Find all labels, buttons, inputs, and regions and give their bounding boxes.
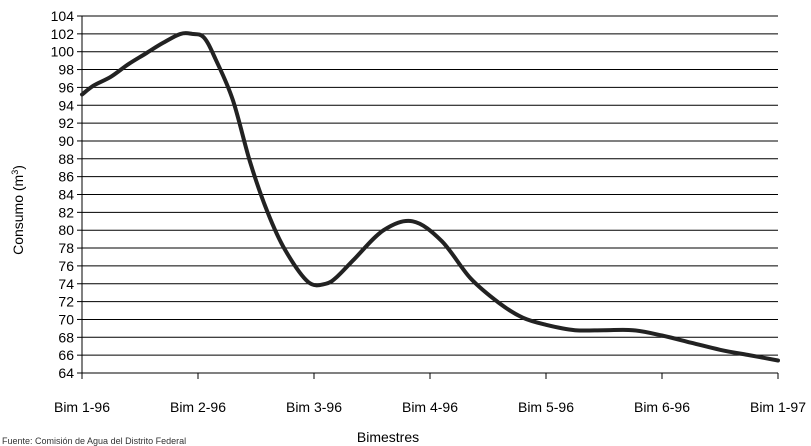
y-tick-label-74: 74 [58, 276, 74, 292]
y-tick-label-80: 80 [58, 222, 74, 238]
y-tick-label-70: 70 [58, 311, 74, 327]
x-tick-label-6: Bim 1-97 [750, 399, 806, 415]
x-tick-label-5: Bim 6-96 [634, 399, 690, 415]
y-tick-label-86: 86 [58, 169, 74, 185]
y-tick-label-94: 94 [58, 97, 74, 113]
x-tick-label-4: Bim 5-96 [518, 399, 574, 415]
source-footnote: Fuente: Comisión de Agua del Distrito Fe… [2, 436, 187, 446]
y-tick-label-78: 78 [58, 240, 74, 256]
x-axis-label: Bimestres [357, 429, 419, 445]
axes [77, 15, 779, 379]
series-line-0 [80, 31, 780, 363]
y-tick-label-66: 66 [58, 347, 74, 363]
y-tick-label-82: 82 [58, 204, 74, 220]
x-tick-label-1: Bim 2-96 [170, 399, 226, 415]
x-tick-labels: Bim 1-96 Bim 2-96 Bim 3-96 Bim 4-96 Bim 5-96… [54, 399, 806, 415]
y-tick-label-90: 90 [58, 133, 74, 149]
y-tick-label-104: 104 [51, 8, 75, 24]
y-tick-label-76: 76 [58, 258, 74, 274]
y-tick-label-102: 102 [51, 26, 75, 42]
y-tick-label-68: 68 [58, 329, 74, 345]
x-tick-label-2: Bim 3-96 [286, 399, 342, 415]
y-tick-label-98: 98 [58, 62, 74, 78]
y-tick-label-96: 96 [58, 79, 74, 95]
x-tick-label-3: Bim 4-96 [402, 399, 458, 415]
y-tick-label-84: 84 [58, 187, 74, 203]
y-tick-label-88: 88 [58, 151, 74, 167]
y-tick-label-92: 92 [58, 115, 74, 131]
x-tick-label-0: Bim 1-96 [54, 399, 110, 415]
y-tick-label-72: 72 [58, 294, 74, 310]
y-tick-label-64: 64 [58, 365, 74, 381]
y-tick-label-100: 100 [51, 44, 75, 60]
series-lines [80, 31, 780, 363]
grid-lines [82, 15, 778, 374]
y-axis-label: Consumo (m3) [10, 165, 26, 255]
